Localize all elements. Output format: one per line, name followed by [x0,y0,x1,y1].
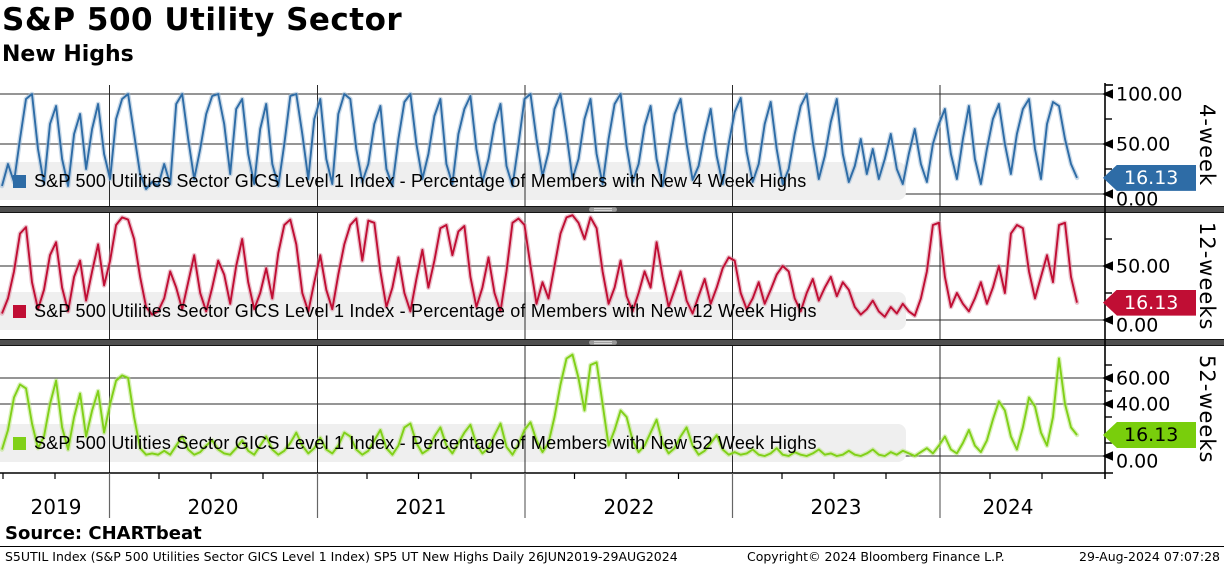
chart-canvas: 100.00 50.00 0.00 50.00 0.00 60.00 40.00 0.00 20… [0,83,1224,519]
svg-text:2020: 2020 [188,495,239,519]
footer-copyright: Copyright© 2024 Bloomberg Finance L.P. [747,549,1005,564]
footer: S5UTIL Index (S&P 500 Utilities Sector G… [0,549,1224,566]
page-subtitle: New Highs [2,42,134,67]
svg-text:50.00: 50.00 [1116,134,1170,156]
svg-text:60.00: 60.00 [1116,368,1170,390]
footer-ticker-info: S5UTIL Index (S&P 500 Utilities Sector G… [5,549,678,564]
last-value-badge-12-weeks: 16.13 [1103,289,1196,316]
svg-text:2023: 2023 [811,495,862,519]
axis-title-12-weeks: 12-weeks [1195,221,1219,331]
svg-text:2021: 2021 [396,495,447,519]
svg-text:50.00: 50.00 [1116,256,1170,278]
svg-text:2024: 2024 [983,495,1034,519]
svg-text:0.00: 0.00 [1116,451,1158,473]
svg-text:2022: 2022 [604,495,655,519]
footer-timestamp: 29-Aug-2024 07:07:28 [1079,549,1220,564]
last-value-badge-52-weeks: 16.13 [1103,422,1196,449]
svg-text:0.00: 0.00 [1116,189,1158,211]
footer-divider [0,546,1224,547]
chart-stage: 100.00 50.00 0.00 50.00 0.00 60.00 40.00 0.00 20… [0,80,1224,525]
source-line: Source: CHARTbeat [5,523,202,544]
axis-title-52-weeks: 52-weeks [1195,354,1219,464]
svg-text:100.00: 100.00 [1116,84,1182,106]
svg-text:2019: 2019 [31,495,82,519]
svg-text:40.00: 40.00 [1116,394,1170,416]
last-value-badge-4-week: 16.13 [1103,164,1196,191]
axis-title-4-week: 4-week [1195,103,1219,187]
page-title: S&P 500 Utility Sector [2,2,403,38]
svg-text:0.00: 0.00 [1116,315,1158,337]
